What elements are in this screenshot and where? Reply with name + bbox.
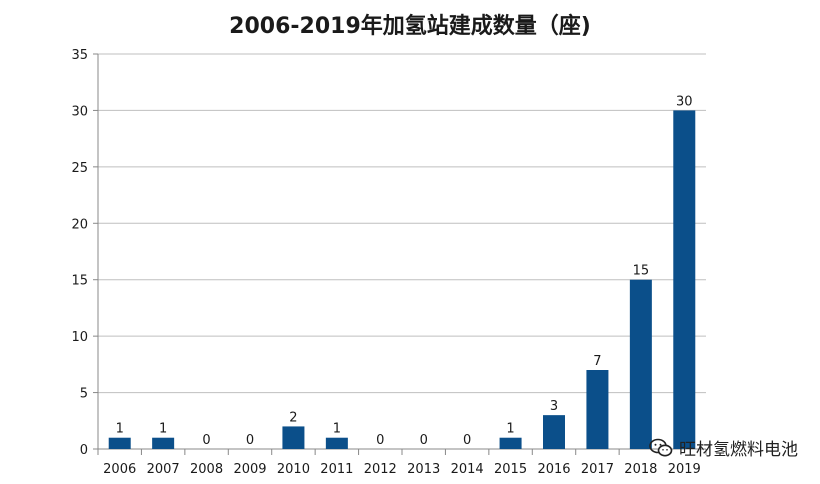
bar [543, 415, 565, 449]
x-tick-label: 2008 [190, 462, 223, 477]
data-label: 0 [420, 433, 428, 448]
data-label: 30 [676, 94, 693, 109]
data-label: 1 [333, 422, 341, 437]
x-tick-label: 2018 [624, 462, 657, 477]
y-tick-label: 25 [71, 161, 88, 176]
data-label: 1 [506, 422, 514, 437]
watermark: 旺材氢燃料电池 [649, 435, 798, 460]
wechat-icon [649, 438, 673, 456]
x-tick-label: 2019 [668, 462, 701, 477]
bar [152, 437, 175, 449]
data-label: 1 [116, 422, 124, 437]
y-tick-label: 30 [71, 104, 88, 119]
data-label: 0 [463, 433, 471, 448]
x-tick-label: 2015 [494, 462, 527, 477]
data-label: 3 [550, 399, 558, 414]
data-label: 1 [159, 422, 167, 437]
chart-title: 2006-2019年加氢站建成数量（座) [229, 14, 591, 39]
data-label: 0 [246, 433, 254, 448]
x-tick-label: 2012 [364, 462, 397, 477]
gridlines [98, 53, 706, 450]
x-tick-label: 2007 [147, 462, 180, 477]
x-tick-label: 2014 [451, 462, 484, 477]
bar [499, 437, 522, 449]
data-label: 0 [376, 433, 384, 448]
x-tick-label: 2010 [277, 462, 310, 477]
x-tick-label: 2013 [407, 462, 440, 477]
bars [108, 110, 696, 449]
bar [282, 426, 305, 449]
y-tick-label: 5 [80, 387, 88, 402]
bar [629, 279, 652, 449]
data-label: 0 [202, 433, 210, 448]
y-tick-label: 15 [71, 274, 88, 289]
y-tick-label: 10 [71, 330, 88, 345]
watermark-text: 旺材氢燃料电池 [679, 440, 798, 460]
data-label: 15 [633, 264, 650, 279]
data-label: 2 [289, 410, 297, 425]
x-tick-label: 2011 [320, 462, 353, 477]
bar [673, 110, 696, 449]
x-tick-label: 2017 [581, 462, 614, 477]
x-tick-label: 2009 [233, 462, 266, 477]
y-tick-label: 35 [71, 48, 88, 63]
bar [108, 437, 131, 449]
x-tick-label: 2016 [537, 462, 570, 477]
bar [586, 370, 609, 449]
y-tick-label: 20 [71, 217, 88, 232]
data-label: 7 [593, 354, 601, 369]
bar [325, 437, 348, 449]
y-tick-label: 0 [80, 443, 88, 458]
labels: 1 2006 1 2007 0 2008 0 2009 2 2010 1 2011 0 2012 0 2013… [103, 94, 701, 477]
x-tick-label: 2006 [103, 462, 136, 477]
